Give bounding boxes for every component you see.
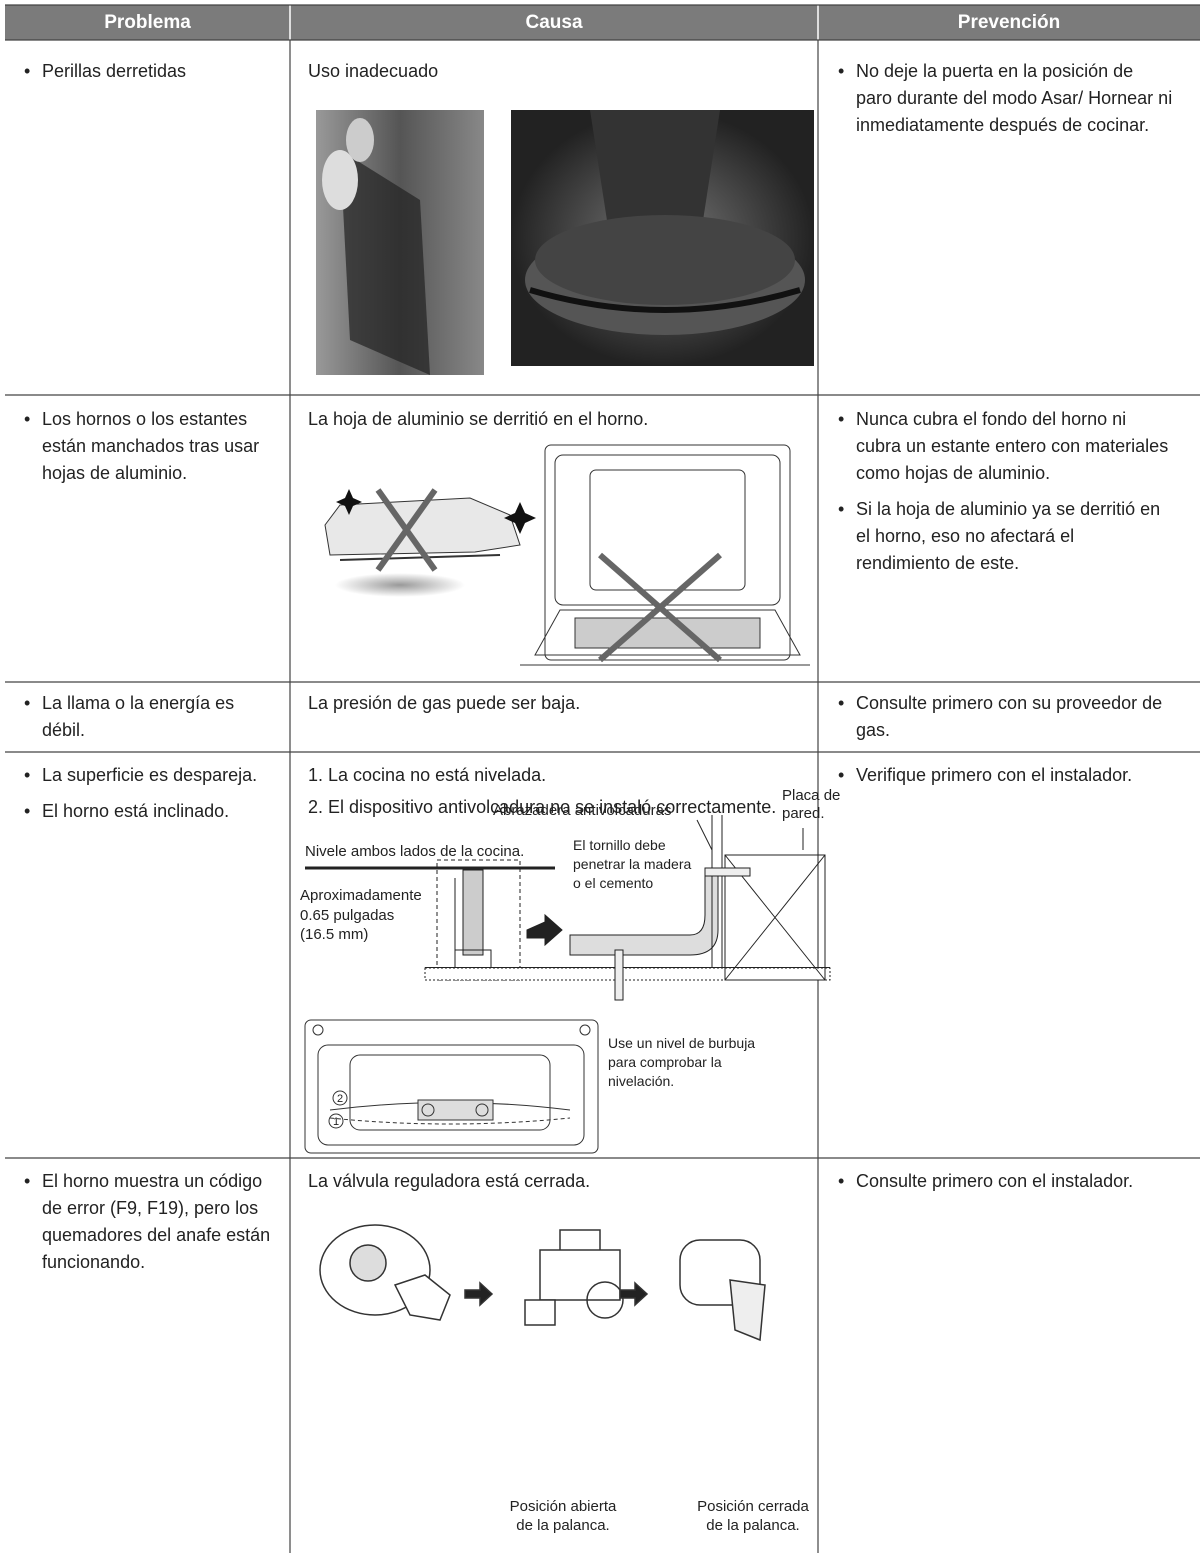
cause-step: 1. La cocina no está nivelada.: [308, 765, 547, 785]
approx-label: 0.65 pulgadas: [300, 907, 394, 924]
approx-label: (16.5 mm): [300, 926, 368, 943]
valve-closed-label: Posición cerrada: [697, 1498, 809, 1515]
bullet-list: El horno muestra un código de error (F9,…: [24, 1168, 279, 1285]
bubble-level-diagram: [304, 1019, 599, 1154]
column-header: Problema: [104, 12, 191, 33]
bullet-list: Consulte primero con el instalador.: [838, 1168, 1198, 1204]
rack-number: 1: [333, 1116, 339, 1128]
prevention: Si la hoja de aluminio ya se derritió en…: [838, 496, 1173, 577]
problem: Los hornos o los estantes están manchado…: [24, 406, 274, 487]
prevention: Verifique primero con el instalador.: [838, 762, 1198, 789]
bracket-label: Abrazadera antivolcaduras: [493, 802, 671, 819]
oven-illustration: [520, 444, 810, 666]
valve-open-label: Posición abierta: [510, 1498, 617, 1515]
cause: La hoja de aluminio se derritió en el ho…: [308, 409, 649, 429]
bullet-list: No deje la puerta en la posición de paro…: [838, 58, 1173, 148]
wall-plate-label: Placa de: [782, 787, 840, 804]
photo-melted-knob: [511, 110, 814, 366]
bullet-list: La llama o la energía es débil.: [24, 690, 274, 753]
cause: La válvula reguladora está cerrada.: [308, 1171, 591, 1191]
rack-number: 2: [337, 1093, 343, 1105]
screw-label: El tornillo debe: [573, 837, 666, 853]
valve-closed-label: de la palanca.: [706, 1517, 799, 1534]
photo-oven-door: [316, 110, 484, 375]
bubble-label: Use un nivel de burbuja: [608, 1035, 755, 1051]
valve-open-label: de la palanca.: [516, 1517, 609, 1534]
bubble-label: para comprobar la: [608, 1054, 722, 1070]
bullet-list: Consulte primero con su proveedor de gas…: [838, 690, 1173, 753]
header-dividers: [289, 5, 819, 40]
valve-diagram: [319, 1224, 766, 1342]
prevention: Nunca cubra el fondo del horno ni cubra …: [838, 406, 1173, 487]
problem: La superficie es despareja.: [24, 762, 274, 789]
bullet-list: La superficie es despareja. El horno está…: [24, 762, 274, 834]
bullet-list: Nunca cubra el fondo del horno ni cubra …: [838, 406, 1173, 586]
problem: La llama o la energía es débil.: [24, 690, 274, 744]
column-header: Causa: [525, 12, 583, 33]
level-label: Nivele ambos lados de la cocina.: [305, 843, 524, 860]
table-lines: [5, 4, 1200, 1553]
screw-label: o el cemento: [573, 875, 653, 891]
screw-label: penetrar la madera: [573, 856, 692, 872]
header-bar: [5, 5, 1200, 40]
wall-plate-label: pared.: [782, 805, 825, 822]
cause-step: 2. El dispositivo antivolcadura no se in…: [308, 797, 777, 817]
bullet-list: Los hornos o los estantes están manchado…: [24, 406, 274, 496]
approx-label: Aproximadamente: [300, 887, 422, 904]
bullet-list: Perillas derretidas: [24, 58, 274, 94]
problem: Perillas derretidas: [24, 58, 274, 85]
bubble-label: nivelación.: [608, 1073, 674, 1089]
anti-tip-diagram: [305, 815, 831, 1001]
problem: El horno muestra un código de error (F9,…: [24, 1168, 279, 1276]
column-header: Prevención: [957, 12, 1061, 33]
bullet-list: Verifique primero con el instalador.: [838, 762, 1198, 798]
prevention: No deje la puerta en la posición de paro…: [838, 58, 1173, 139]
cause: Uso inadecuado: [308, 61, 439, 81]
problem: El horno está inclinado.: [24, 798, 274, 825]
cause: La presión de gas puede ser baja.: [308, 693, 581, 713]
foil-illustration: [324, 488, 536, 597]
prevention: Consulte primero con su proveedor de gas…: [838, 690, 1173, 744]
prevention: Consulte primero con el instalador.: [838, 1168, 1198, 1195]
